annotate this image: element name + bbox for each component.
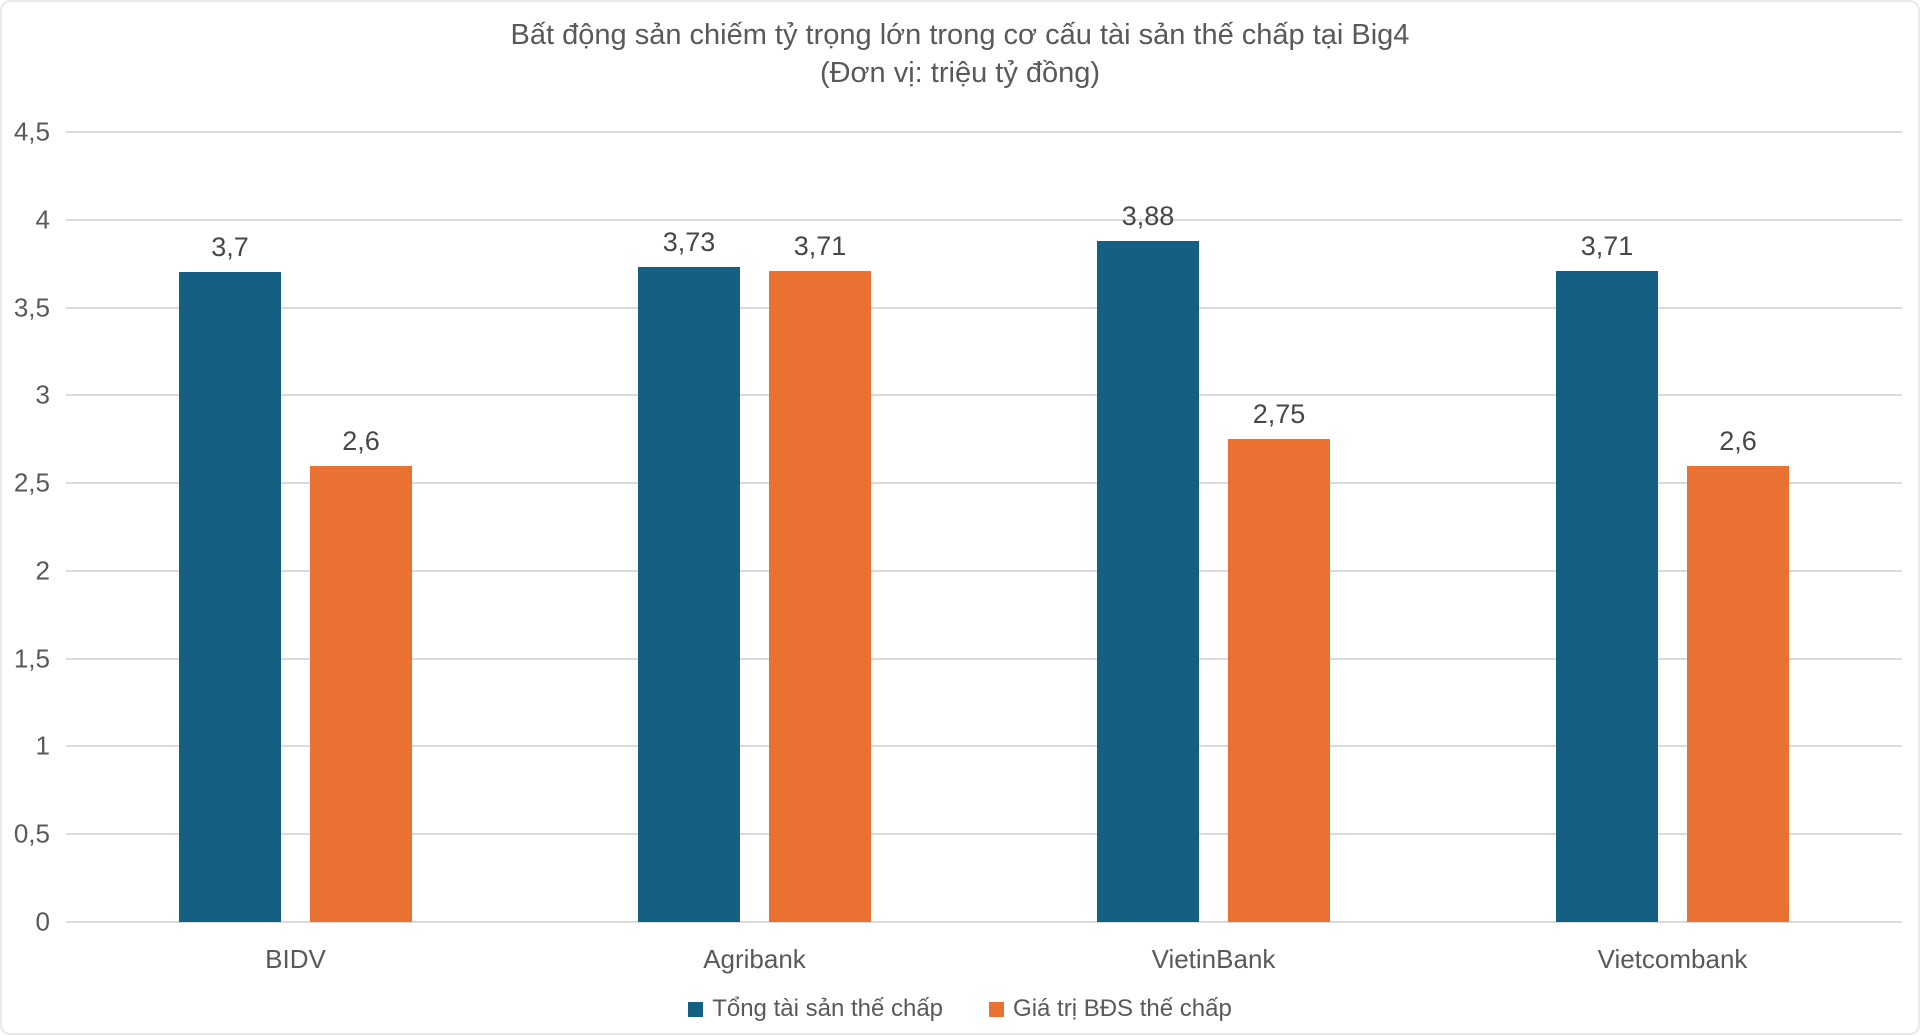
legend: Tổng tài sản thế chấp Giá trị BĐS thế chấ… — [2, 995, 1918, 1023]
x-axis: BIDV Agribank VietinBank Vietcombank — [66, 944, 1902, 975]
x-axis-label-vietcombank: Vietcombank — [1597, 944, 1748, 974]
gridline-y-0,5 — [66, 833, 1902, 836]
bar-real-estate-collateral-value-vietinbank — [1228, 439, 1330, 922]
gridline-y-0 — [66, 921, 1902, 923]
bar-slot-total-collateral-assets-agribank: 3,73 — [638, 227, 740, 922]
y-axis-tick-label: 0 — [35, 906, 50, 937]
y-axis-tick-label: 0,5 — [13, 818, 50, 849]
gridline-y-1 — [66, 745, 1902, 748]
bar-value-label: 3,71 — [793, 230, 847, 261]
bar-slot-real-estate-collateral-value-agribank: 3,71 — [769, 231, 871, 922]
bar-slot-real-estate-collateral-value-bidv: 2,6 — [310, 426, 412, 922]
x-axis-label-vietinbank: VietinBank — [1151, 944, 1276, 974]
bar-value-label: 3,73 — [662, 227, 716, 258]
bar-real-estate-collateral-value-vietcombank — [1687, 465, 1789, 922]
chart-subtitle: (Đơn vị: triệu tỷ đồng) — [819, 57, 1101, 89]
bar-value-label: 2,6 — [1719, 425, 1757, 456]
legend-label: Giá trị BĐS thế chấp — [1013, 995, 1232, 1022]
chart-title: Bất động sản chiếm tỷ trọng lớn trong cơ… — [510, 19, 1410, 51]
y-axis-tick-label: 3,5 — [13, 292, 50, 323]
bar-groups-layer: 3,7 2,6 3,73 3,71 3,88 2,75 3,71 2,6 — [66, 132, 1902, 922]
gridline-y-2,5 — [66, 482, 1902, 485]
gridline-y-4,5 — [66, 131, 1902, 133]
x-axis-label-bidv: BIDV — [265, 944, 326, 974]
legend-marker-icon — [989, 1001, 1005, 1017]
y-axis-tick-label: 3 — [35, 379, 50, 410]
bar-slot-total-collateral-assets-vietcombank: 3,71 — [1556, 231, 1658, 922]
gridline-y-4 — [66, 218, 1902, 221]
legend-marker-icon — [688, 1001, 704, 1017]
bar-group-vietinbank: 3,88 2,75 — [984, 132, 1443, 922]
bar-value-label: 3,88 — [1121, 200, 1175, 231]
x-axis-label-agribank: Agribank — [703, 944, 806, 974]
bar-real-estate-collateral-value-bidv — [310, 465, 412, 922]
y-axis-tick-label: 2 — [35, 555, 50, 586]
bar-group-bidv: 3,7 2,6 — [66, 132, 525, 922]
bar-value-label: 2,75 — [1252, 399, 1306, 430]
gridline-y-3,5 — [66, 306, 1902, 309]
y-axis-tick-label: 2,5 — [13, 467, 50, 498]
gridline-y-1,5 — [66, 657, 1902, 660]
legend-label: Tổng tài sản thế chấp — [712, 995, 944, 1022]
bar-group-vietcombank: 3,71 2,6 — [1443, 132, 1902, 922]
bar-total-collateral-assets-bidv — [179, 272, 281, 922]
bar-value-label: 3,7 — [211, 232, 249, 263]
legend-item-real-estate-collateral-value: Giá trị BĐS thế chấp — [989, 995, 1232, 1023]
bar-total-collateral-assets-agribank — [638, 267, 740, 922]
y-axis-tick-label: 1,5 — [13, 643, 50, 674]
bar-slot-real-estate-collateral-value-vietcombank: 2,6 — [1687, 426, 1789, 922]
gridline-y-2 — [66, 569, 1902, 572]
bar-value-label: 2,6 — [342, 425, 380, 456]
bar-slot-total-collateral-assets-bidv: 3,7 — [179, 232, 281, 922]
chart-title-block: Bất động sản chiếm tỷ trọng lớn trong cơ… — [2, 16, 1918, 92]
bar-real-estate-collateral-value-agribank — [769, 270, 871, 922]
bar-value-label: 3,71 — [1580, 230, 1634, 261]
y-axis: 0 0,5 1 1,5 2 2,5 3 3,5 4 4,5 — [2, 117, 50, 937]
plot-area: 3,7 2,6 3,73 3,71 3,88 2,75 3,71 2,6 — [66, 131, 1902, 923]
y-axis-tick-label: 4 — [35, 204, 50, 235]
bar-slot-real-estate-collateral-value-vietinbank: 2,75 — [1228, 399, 1330, 922]
y-axis-tick-label: 4,5 — [13, 116, 50, 147]
y-axis-tick-label: 1 — [35, 730, 50, 761]
gridline-y-3 — [66, 394, 1902, 397]
bar-total-collateral-assets-vietcombank — [1556, 270, 1658, 922]
legend-item-total-collateral-assets: Tổng tài sản thế chấp — [688, 995, 943, 1023]
bar-slot-total-collateral-assets-vietinbank: 3,88 — [1097, 201, 1199, 922]
bar-group-agribank: 3,73 3,71 — [525, 132, 984, 922]
bar-total-collateral-assets-vietinbank — [1097, 240, 1199, 922]
